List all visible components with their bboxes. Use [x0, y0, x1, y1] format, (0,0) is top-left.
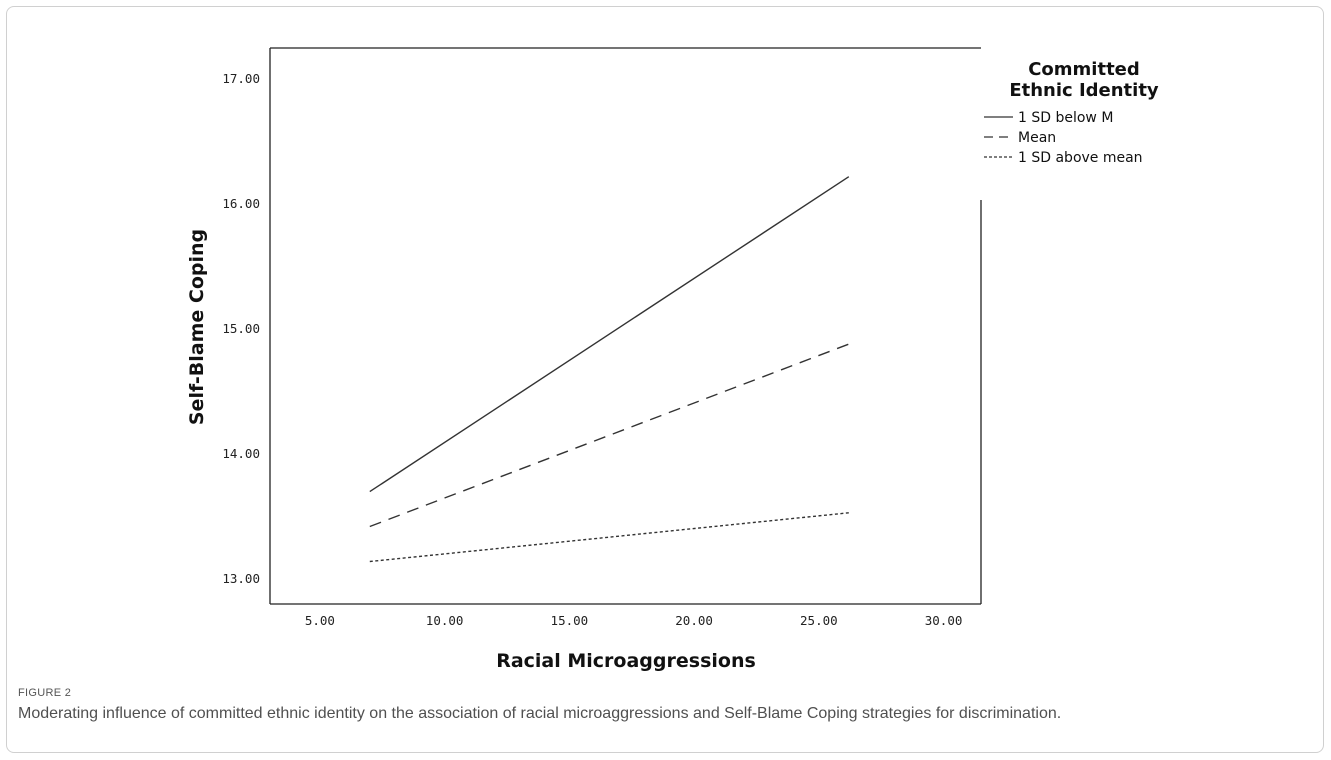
- series-line-3: [369, 512, 849, 563]
- legend-title-line-1: Committed: [1028, 59, 1140, 80]
- legend-label-3: 1 SD above mean: [1018, 150, 1143, 166]
- y-axis-label: Self-Blame Coping: [186, 229, 208, 425]
- y-tick-label: 16.00: [222, 196, 260, 211]
- y-axis-ticks: 13.00 14.00 15.00 16.00 17.00: [222, 71, 260, 586]
- series-line-2: [369, 343, 850, 528]
- y-tick-label: 14.00: [222, 446, 260, 461]
- figure-frame: [6, 6, 1324, 753]
- x-tick-label: 20.00: [675, 613, 713, 628]
- x-tick-label: 25.00: [800, 613, 838, 628]
- x-tick-label: 10.00: [426, 613, 464, 628]
- y-tick-label: 13.00: [222, 571, 260, 586]
- x-tick-label: 5.00: [305, 613, 335, 628]
- legend-label-2: Mean: [1018, 130, 1056, 146]
- y-tick-label: 17.00: [222, 71, 260, 86]
- figure-caption: Moderating influence of committed ethnic…: [18, 705, 1062, 722]
- plot-axes: [269, 47, 982, 605]
- x-axis-label: Racial Microaggressions: [496, 650, 756, 672]
- legend-label-1: 1 SD below M: [1018, 110, 1113, 126]
- x-tick-label: 30.00: [925, 613, 963, 628]
- series-line-1: [369, 176, 850, 493]
- series-lines: [369, 176, 850, 563]
- y-tick-label: 15.00: [222, 321, 260, 336]
- x-axis-ticks: 5.00 10.00 15.00 20.00 25.00 30.00: [305, 613, 963, 628]
- legend: 1 SD below M Mean 1 SD above mean: [984, 110, 1143, 166]
- legend-title-line-2: Ethnic Identity: [1009, 80, 1159, 101]
- line-chart: 5.00 10.00 15.00 20.00 25.00 30.00 13.00 14.00…: [186, 47, 1159, 672]
- x-tick-label: 15.00: [551, 613, 589, 628]
- figure-label: FIGURE 2: [18, 687, 72, 699]
